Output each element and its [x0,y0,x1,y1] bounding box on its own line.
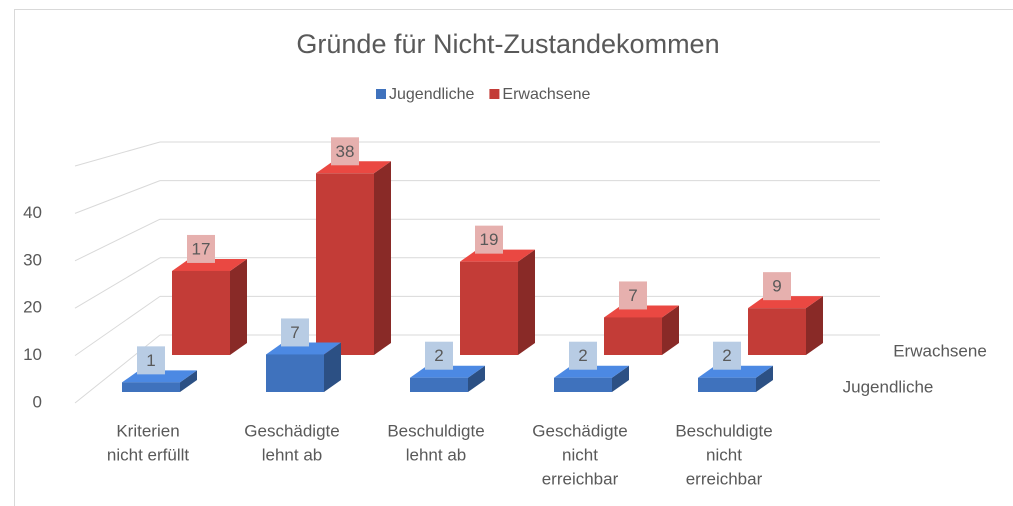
value-label-box [331,137,359,166]
bar-front [266,354,324,392]
depth-label: Erwachsene [893,341,987,360]
grid-line [74,218,161,262]
bar-front [410,377,468,392]
bar [748,296,823,355]
value-label-box [475,225,503,254]
y-tick-label: 0 [33,392,42,411]
value-label-box [187,234,215,263]
bar-side [374,161,391,355]
y-tick-label: 30 [23,250,42,269]
bar-side [756,365,773,392]
x-tick-label: erreichbar [686,469,763,488]
x-tick-label: Beschuldigte [675,421,772,440]
bar-front [316,173,374,355]
x-tick-label: nicht [706,445,742,464]
bar-front [172,270,230,355]
bar [604,305,679,355]
bar-front [748,308,806,355]
grid-line [74,295,161,357]
x-tick-label: nicht erfüllt [107,445,189,464]
value-label: 2 [434,346,443,365]
value-label: 19 [480,230,499,249]
y-tick-label: 10 [23,345,42,364]
legend-label: Erwachsene [502,86,590,103]
value-label-box [713,341,741,370]
bar-front [604,317,662,355]
value-label-box [763,272,791,301]
value-label-box [619,281,647,310]
legend-swatch [489,89,500,99]
grid-line [74,257,161,309]
x-tick-label: Geschädigte [532,421,627,440]
x-tick-label: Geschädigte [244,421,339,440]
x-tick-label: lehnt ab [406,445,467,464]
bar-side [180,370,197,392]
y-tick-label: 20 [23,298,42,317]
legend-swatch [376,89,386,99]
value-label: 7 [290,323,299,342]
value-label: 2 [722,346,731,365]
x-tick-label: Kriterien [116,421,179,440]
value-label: 38 [336,142,355,161]
value-label: 2 [578,346,587,365]
bar [172,258,247,355]
bar-front [698,377,756,392]
value-label: 17 [192,239,211,258]
bar [316,161,391,355]
value-label-box [137,346,165,375]
bar-side [230,258,247,355]
y-tick-label: 40 [23,203,42,222]
bar-side [468,365,485,392]
bar-side [662,305,679,355]
bar-front [122,382,180,392]
x-tick-label: lehnt ab [262,445,323,464]
grid-line [74,334,161,404]
wall-edge [74,141,161,167]
bar [460,249,535,355]
value-label: 7 [628,286,637,305]
legend-label: Jugendliche [389,86,475,103]
depth-label: Jugendliche [843,377,934,396]
value-label-box [569,341,597,370]
bar-side [612,365,629,392]
bar-side [518,249,535,355]
bar-side [806,296,823,355]
x-tick-label: Beschuldigte [387,421,484,440]
bar [266,342,341,392]
bar-front [460,261,518,355]
x-tick-label: nicht [562,445,598,464]
x-tick-label: erreichbar [542,469,619,488]
chart-title: Gründe für Nicht-Zustandekommen [296,29,719,59]
value-label: 1 [146,351,155,370]
bar-front [554,377,612,392]
value-label: 9 [772,277,781,296]
value-label-box [425,341,453,370]
bar-side [324,342,341,392]
grid-line [74,180,161,214]
value-label-box [281,318,309,347]
